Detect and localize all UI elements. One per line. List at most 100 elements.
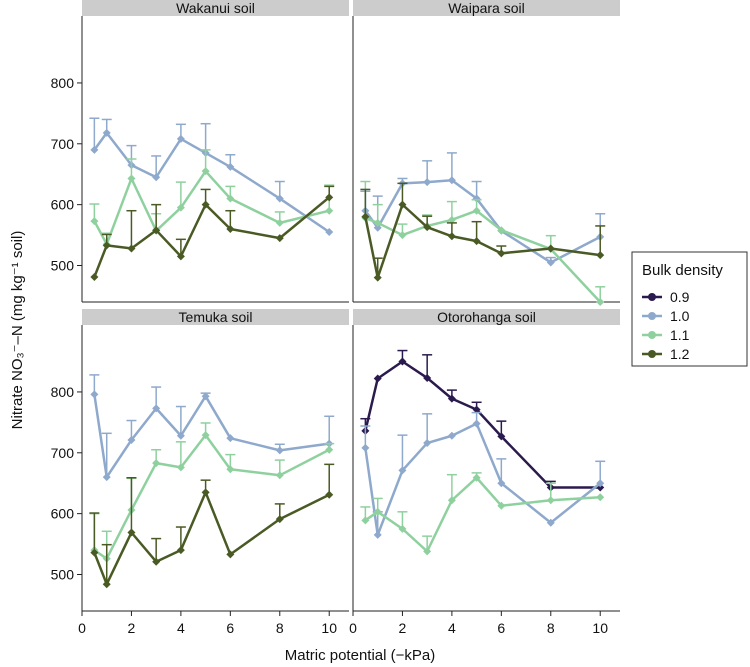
data-point <box>152 459 161 468</box>
y-tick-label: 600 <box>51 506 75 522</box>
data-point <box>423 373 432 382</box>
data-point <box>226 550 235 559</box>
legend: Bulk density 0.9 1.0 1.1 1.2 <box>631 251 748 367</box>
legend-label: 1.2 <box>670 346 690 362</box>
data-point <box>127 436 136 445</box>
data-point <box>472 419 481 428</box>
data-point <box>398 357 407 366</box>
legend-title: Bulk density <box>642 262 723 279</box>
series-line <box>93 433 330 560</box>
legend-entry: 0.9 <box>642 289 690 305</box>
data-point <box>373 218 382 227</box>
data-point <box>90 217 99 226</box>
series-line <box>93 394 330 479</box>
data-point <box>176 546 185 555</box>
x-tick-label: 8 <box>276 620 284 636</box>
panel-title: Waipara soil <box>448 0 525 16</box>
data-point <box>423 547 432 556</box>
data-point <box>275 234 284 243</box>
data-point <box>373 273 382 282</box>
data-point <box>275 471 284 480</box>
data-point <box>447 176 456 185</box>
panel-0: Wakanui soil <box>81 0 349 303</box>
data-point <box>275 194 284 203</box>
data-point <box>325 228 334 237</box>
series-1.0 <box>89 117 334 237</box>
x-tick-label: 8 <box>547 620 555 636</box>
series-line <box>93 491 330 586</box>
data-point <box>373 223 382 232</box>
data-point <box>127 528 136 537</box>
data-point <box>102 128 111 137</box>
series-1.0 <box>360 411 606 539</box>
data-point <box>90 145 99 154</box>
y-tick-label: 700 <box>51 136 75 152</box>
data-point <box>596 251 605 260</box>
series-0.9 <box>360 349 605 492</box>
legend-entries: 0.9 1.0 1.1 1.2 <box>642 289 690 362</box>
y-axis-title: Nitrate NO₃⁻–N (mg kg⁻¹ soil) <box>9 231 26 430</box>
data-point <box>472 473 481 482</box>
legend-key-marker <box>648 312 656 320</box>
data-point <box>361 443 370 452</box>
data-point <box>127 244 136 253</box>
data-point <box>497 501 506 510</box>
data-point <box>546 244 555 253</box>
data-point <box>176 431 185 440</box>
data-point <box>201 488 210 497</box>
data-point <box>102 580 111 589</box>
legend-label: 1.1 <box>670 327 690 343</box>
data-point <box>447 431 456 440</box>
y-tick-label: 800 <box>51 75 75 91</box>
data-point <box>497 432 506 441</box>
panel-3: Otorohanga soil <box>352 309 620 612</box>
legend-label: 0.9 <box>670 289 690 305</box>
data-point <box>423 223 432 232</box>
data-point <box>373 530 382 539</box>
data-point <box>127 174 136 183</box>
data-point <box>447 232 456 241</box>
data-point <box>398 524 407 533</box>
legend-entry: 1.0 <box>642 308 690 324</box>
data-point <box>423 439 432 448</box>
data-point <box>398 466 407 475</box>
data-point <box>472 405 481 414</box>
panel-1: Waipara soil <box>352 0 620 306</box>
data-point <box>176 203 185 212</box>
data-point <box>325 193 334 202</box>
x-tick-label: 2 <box>128 620 136 636</box>
series-1.0 <box>89 374 335 482</box>
data-point <box>325 206 334 215</box>
y-tick-label: 800 <box>51 384 75 400</box>
x-tick-label: 0 <box>78 620 86 636</box>
panel-strip <box>82 309 349 325</box>
data-point <box>226 162 235 171</box>
series-line <box>364 476 601 553</box>
y-tick-label: 700 <box>51 445 75 461</box>
data-point <box>275 515 284 524</box>
data-point <box>596 298 605 306</box>
panel-strip <box>353 309 620 325</box>
data-point <box>497 226 506 235</box>
panel-title: Otorohanga soil <box>437 309 536 325</box>
panel-title: Temuka soil <box>179 309 253 325</box>
data-point <box>226 465 235 474</box>
data-point <box>176 252 185 261</box>
data-point <box>447 215 456 224</box>
data-point <box>325 445 334 454</box>
legend-key-marker <box>648 350 656 358</box>
data-point <box>102 241 111 250</box>
data-point <box>152 404 161 413</box>
legend-box <box>631 251 748 367</box>
x-tick-label: 10 <box>321 620 337 636</box>
data-point <box>152 226 161 235</box>
data-point <box>325 490 334 499</box>
series-1.1 <box>360 472 605 556</box>
x-tick-label: 6 <box>497 620 505 636</box>
x-tick-label: 0 <box>349 620 357 636</box>
y-axis-ticks: 500 600 700 800 500 600 700 800 <box>51 75 82 582</box>
y-tick-label: 500 <box>51 257 75 273</box>
data-point <box>447 394 456 403</box>
panels-layer: Wakanui soil Waipara soil Temuka soil Otoro… <box>81 0 620 612</box>
